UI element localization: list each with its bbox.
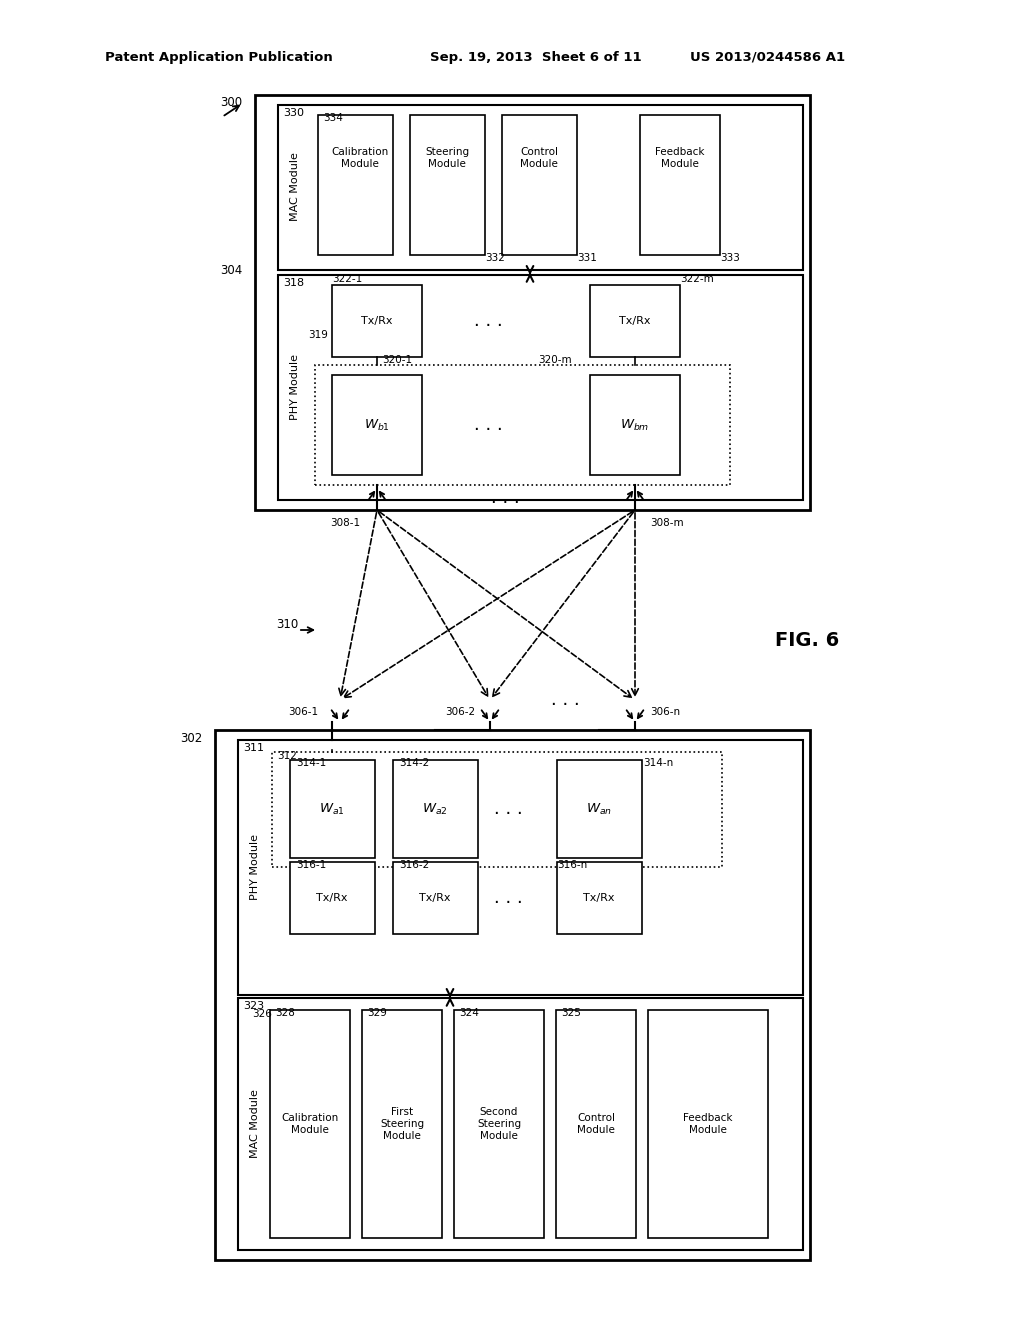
Bar: [362, 1010, 442, 1238]
Bar: [454, 1010, 544, 1238]
Text: 322-m: 322-m: [680, 275, 714, 284]
Text: 318: 318: [283, 279, 304, 288]
Bar: [393, 862, 478, 935]
Text: 319: 319: [308, 330, 328, 341]
Text: 302: 302: [180, 731, 202, 744]
Bar: [557, 760, 642, 858]
Text: 314-n: 314-n: [643, 758, 673, 768]
Text: PHY Module: PHY Module: [290, 354, 300, 420]
Text: Feedback
Module: Feedback Module: [683, 1113, 733, 1135]
Bar: [556, 1010, 636, 1238]
Text: 316-2: 316-2: [399, 861, 429, 870]
Text: $W_{bm}$: $W_{bm}$: [621, 417, 649, 433]
Text: Tx/Rx: Tx/Rx: [361, 315, 393, 326]
Text: $W_{b1}$: $W_{b1}$: [364, 417, 390, 433]
Text: 316-1: 316-1: [296, 861, 327, 870]
Text: 320-1: 320-1: [382, 355, 412, 366]
Bar: [318, 115, 393, 255]
Text: 326: 326: [252, 1008, 272, 1019]
Bar: [238, 741, 803, 995]
Bar: [290, 760, 375, 858]
Text: Sep. 19, 2013  Sheet 6 of 11: Sep. 19, 2013 Sheet 6 of 11: [430, 50, 642, 63]
Text: 316-n: 316-n: [557, 861, 587, 870]
Text: Patent Application Publication: Patent Application Publication: [105, 50, 333, 63]
Text: PHY Module: PHY Module: [250, 834, 260, 900]
Bar: [502, 115, 577, 255]
Text: FIG. 6: FIG. 6: [775, 631, 840, 649]
Text: Calibration
Module: Calibration Module: [282, 1113, 339, 1135]
Text: Second
Steering
Module: Second Steering Module: [477, 1107, 521, 1140]
Text: 306-n: 306-n: [650, 708, 680, 717]
Text: MAC Module: MAC Module: [250, 1089, 260, 1159]
Text: 314-2: 314-2: [399, 758, 429, 768]
Text: $W_{a1}$: $W_{a1}$: [319, 801, 345, 817]
Text: . . .: . . .: [494, 800, 522, 818]
Text: Tx/Rx: Tx/Rx: [584, 894, 614, 903]
Text: 310: 310: [275, 619, 298, 631]
Bar: [270, 1010, 350, 1238]
Text: . . .: . . .: [494, 888, 522, 907]
Text: Control
Module: Control Module: [577, 1113, 615, 1135]
Text: 320-m: 320-m: [538, 355, 571, 366]
Text: 312: 312: [278, 751, 297, 762]
Text: 324: 324: [459, 1008, 479, 1018]
Text: 306-2: 306-2: [444, 708, 475, 717]
Text: 306-1: 306-1: [288, 708, 318, 717]
Text: 308-m: 308-m: [650, 517, 684, 528]
Bar: [255, 95, 810, 510]
Text: . . .: . . .: [474, 416, 503, 434]
Text: 323: 323: [243, 1001, 264, 1011]
Text: 330: 330: [283, 108, 304, 117]
Text: 311: 311: [243, 743, 264, 752]
Bar: [215, 730, 810, 1261]
Text: . . .: . . .: [551, 690, 580, 709]
Text: Tx/Rx: Tx/Rx: [316, 894, 348, 903]
Text: 300: 300: [220, 96, 242, 110]
Text: Feedback
Module: Feedback Module: [655, 148, 705, 169]
Bar: [332, 285, 422, 356]
Text: First
Steering
Module: First Steering Module: [380, 1107, 424, 1140]
Bar: [238, 998, 803, 1250]
Bar: [640, 115, 720, 255]
Text: 333: 333: [720, 253, 740, 263]
Text: 332: 332: [485, 253, 505, 263]
Bar: [290, 862, 375, 935]
Text: 329: 329: [367, 1008, 387, 1018]
Bar: [272, 752, 722, 867]
Bar: [410, 115, 485, 255]
Text: Calibration
Module: Calibration Module: [332, 148, 389, 169]
Text: 334: 334: [323, 114, 343, 123]
Bar: [648, 1010, 768, 1238]
Text: US 2013/0244586 A1: US 2013/0244586 A1: [690, 50, 845, 63]
Bar: [278, 106, 803, 271]
Text: 314-1: 314-1: [296, 758, 327, 768]
Text: Tx/Rx: Tx/Rx: [419, 894, 451, 903]
Text: Tx/Rx: Tx/Rx: [620, 315, 650, 326]
Bar: [278, 275, 803, 500]
Text: Steering
Module: Steering Module: [425, 148, 469, 169]
Bar: [332, 375, 422, 475]
Text: 304: 304: [220, 264, 242, 276]
Bar: [590, 285, 680, 356]
Bar: [393, 760, 478, 858]
Text: . . .: . . .: [474, 312, 503, 330]
Text: 322-1: 322-1: [332, 275, 362, 284]
Text: . . .: . . .: [490, 488, 519, 507]
Text: $W_{an}$: $W_{an}$: [586, 801, 612, 817]
Bar: [590, 375, 680, 475]
Text: MAC Module: MAC Module: [290, 153, 300, 222]
Text: 308-1: 308-1: [330, 517, 360, 528]
Text: 328: 328: [275, 1008, 295, 1018]
Bar: [315, 366, 730, 484]
Text: 325: 325: [561, 1008, 581, 1018]
Text: Control
Module: Control Module: [520, 148, 558, 169]
Bar: [557, 862, 642, 935]
Text: $W_{a2}$: $W_{a2}$: [422, 801, 447, 817]
Text: 331: 331: [577, 253, 597, 263]
